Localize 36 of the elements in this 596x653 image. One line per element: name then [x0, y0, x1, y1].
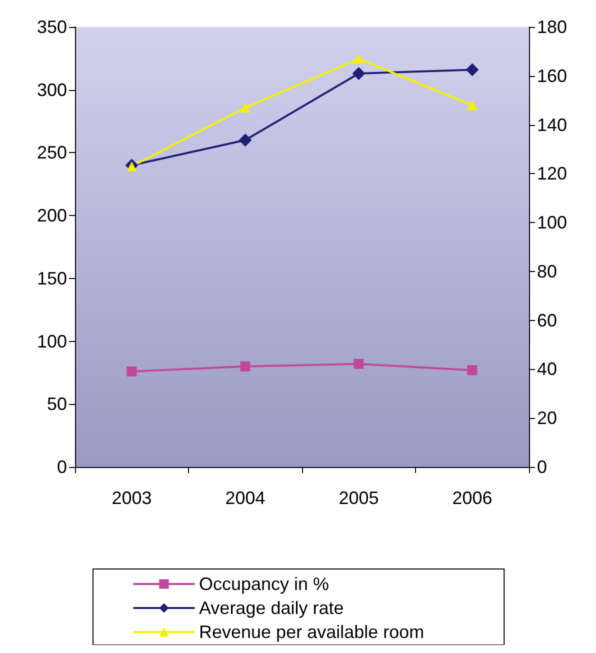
y2-tick-label: 120: [537, 164, 568, 184]
x-tick-label: 2006: [452, 488, 492, 508]
x-tick-label: 2005: [338, 488, 379, 508]
point: [467, 100, 478, 110]
point: [354, 358, 364, 369]
y2-tick-label: 80: [537, 261, 558, 282]
y2-tick-label: 100: [537, 212, 568, 233]
point: [240, 102, 250, 113]
point: [354, 54, 364, 64]
point: [238, 134, 252, 147]
y2-tick-label: 0: [537, 457, 548, 477]
y-tick-label: 50: [46, 394, 67, 414]
point: [126, 366, 137, 376]
y2-tick-label: 20: [537, 408, 558, 428]
point: [467, 365, 478, 376]
legend-label: Occupancy in %: [199, 574, 330, 594]
legend-label: Revenue per available room: [199, 622, 424, 642]
point: [126, 161, 137, 172]
point: [240, 361, 250, 372]
y-tick-label: 100: [36, 331, 67, 352]
y-tick-label: 200: [36, 206, 67, 226]
x-tick-label: 2004: [225, 488, 266, 508]
legend-label: Average daily rate: [199, 598, 344, 618]
y2-tick-label: 40: [537, 359, 558, 380]
y-tick-label: 300: [36, 80, 67, 100]
y-tick-label: 0: [56, 457, 67, 477]
y-tick-label: 350: [36, 17, 67, 37]
point: [466, 63, 479, 76]
y2-tick-label: 140: [537, 114, 568, 135]
y-tick-label: 150: [36, 268, 67, 288]
x-tick-label: 2003: [112, 488, 152, 508]
y2-tick-label: 160: [537, 66, 568, 86]
y2-tick-label: 180: [537, 17, 568, 37]
y2-tick-label: 60: [537, 310, 558, 330]
point: [352, 67, 366, 80]
y-tick-label: 250: [36, 142, 67, 163]
